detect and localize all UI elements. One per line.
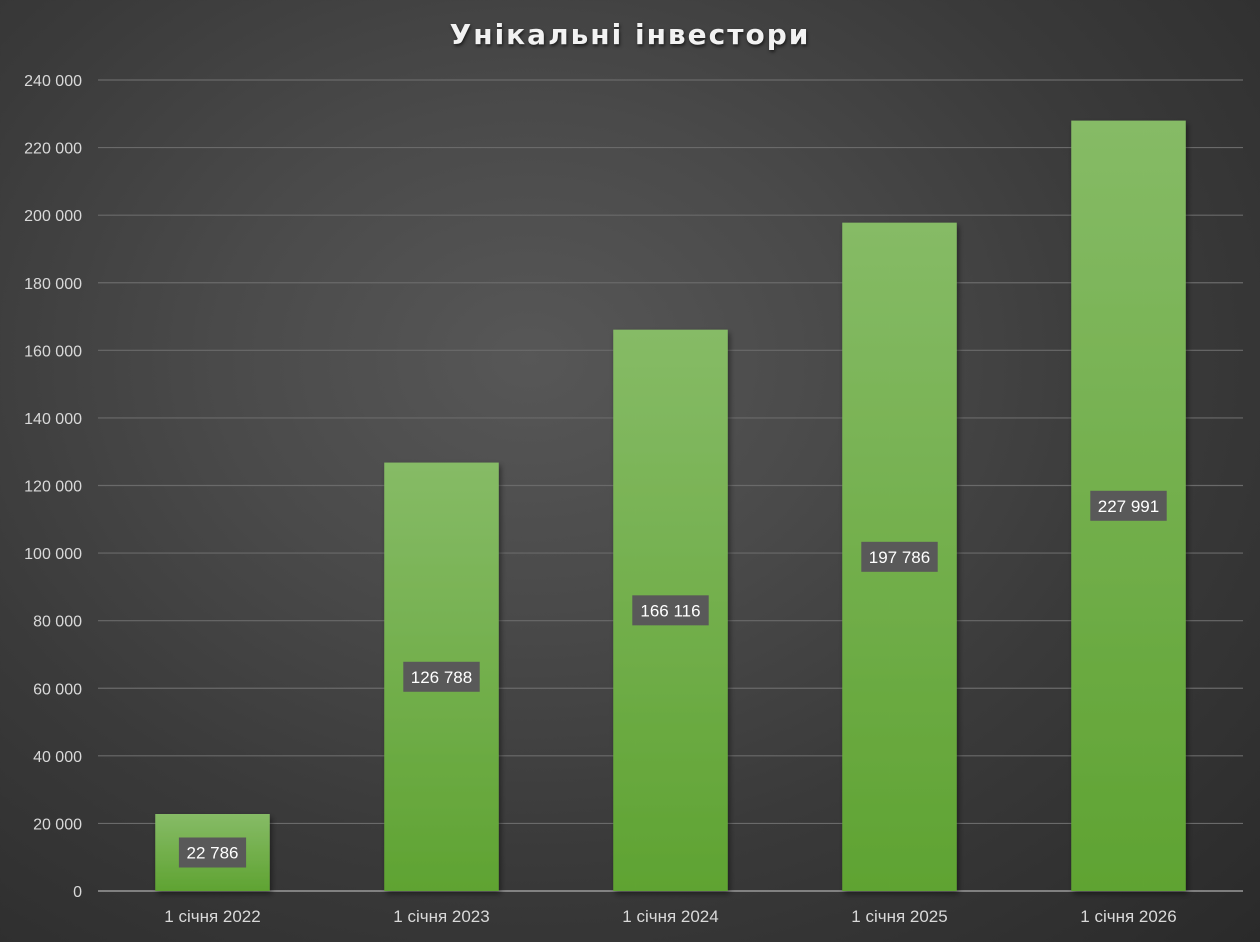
y-tick-label: 160 000 <box>24 343 82 360</box>
y-tick-label: 20 000 <box>33 816 82 833</box>
data-label-box <box>1090 490 1167 521</box>
y-tick-label: 200 000 <box>24 208 82 225</box>
y-tick-label: 80 000 <box>33 614 82 631</box>
y-tick-label: 0 <box>73 884 82 901</box>
data-label-box <box>178 837 247 868</box>
x-tick-label: 1 січня 2023 <box>393 907 489 926</box>
data-label: 227 991 <box>1098 497 1159 516</box>
y-tick-label: 100 000 <box>24 546 82 563</box>
y-tick-label: 60 000 <box>33 681 82 698</box>
y-tick-label: 40 000 <box>33 749 82 766</box>
data-label-box <box>403 661 480 692</box>
x-tick-label: 1 січня 2026 <box>1080 907 1176 926</box>
x-tick-label: 1 січня 2025 <box>851 907 947 926</box>
data-label: 197 786 <box>869 548 930 567</box>
y-axis-tick-labels: 0 20 000 40 000 60 000 80 000 100 000 120 000 1… <box>24 73 82 901</box>
y-tick-label: 180 000 <box>24 276 82 293</box>
x-axis-tick-labels: 1 січня 2022 1 січня 2023 1 січня 2024 1 сі… <box>164 907 1176 926</box>
data-label: 22 786 <box>187 844 239 863</box>
data-label: 126 788 <box>411 668 472 687</box>
y-tick-label: 140 000 <box>24 411 82 428</box>
data-label: 166 116 <box>640 601 700 620</box>
y-tick-label: 220 000 <box>24 141 82 158</box>
data-label-box <box>632 595 709 626</box>
x-tick-label: 1 січня 2024 <box>622 907 718 926</box>
chart-title: Унікальні інвестори <box>449 18 811 51</box>
y-tick-label: 240 000 <box>24 73 82 90</box>
y-tick-label: 120 000 <box>24 479 82 496</box>
data-label-box <box>861 541 938 572</box>
bars <box>155 120 1186 892</box>
x-tick-label: 1 січня 2022 <box>164 907 260 926</box>
data-labels: 22 786 126 788 166 116 197 786 227 991 <box>178 490 1167 868</box>
